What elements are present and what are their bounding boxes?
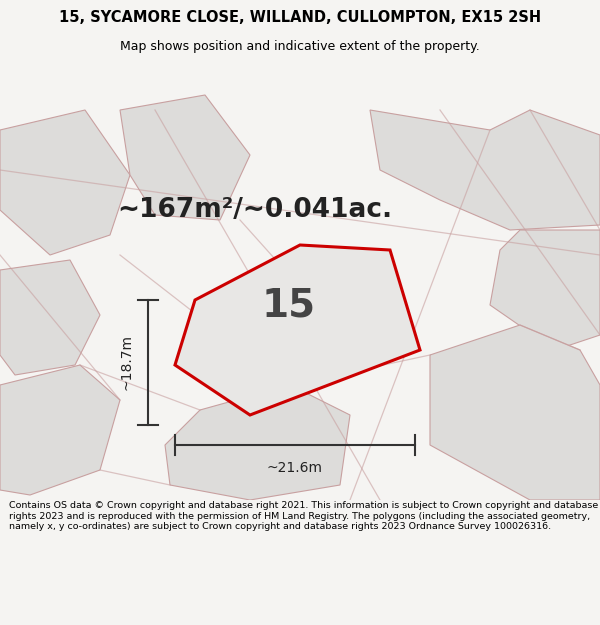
Text: Contains OS data © Crown copyright and database right 2021. This information is : Contains OS data © Crown copyright and d… — [9, 501, 598, 531]
Polygon shape — [120, 95, 250, 220]
Polygon shape — [490, 230, 600, 350]
Text: ~21.6m: ~21.6m — [267, 461, 323, 475]
Polygon shape — [175, 245, 420, 415]
Text: ~18.7m: ~18.7m — [120, 334, 134, 391]
Polygon shape — [0, 110, 130, 255]
Text: 15, SYCAMORE CLOSE, WILLAND, CULLOMPTON, EX15 2SH: 15, SYCAMORE CLOSE, WILLAND, CULLOMPTON,… — [59, 10, 541, 25]
Text: Map shows position and indicative extent of the property.: Map shows position and indicative extent… — [120, 39, 480, 52]
Text: 15: 15 — [261, 287, 316, 325]
Polygon shape — [370, 110, 600, 230]
Text: ~167m²/~0.041ac.: ~167m²/~0.041ac. — [118, 197, 392, 223]
Polygon shape — [430, 325, 600, 500]
Polygon shape — [0, 365, 120, 495]
Polygon shape — [0, 260, 100, 375]
Polygon shape — [165, 385, 350, 500]
